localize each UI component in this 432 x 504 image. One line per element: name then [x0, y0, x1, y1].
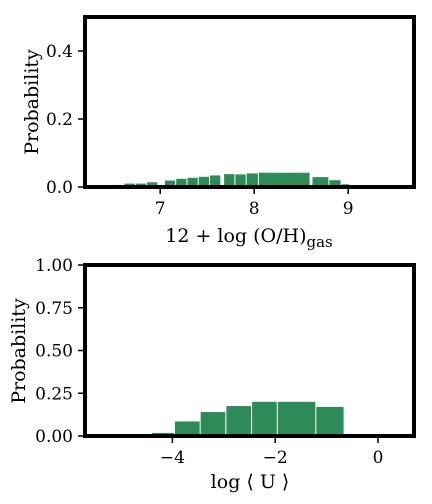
top-y-axis-label: Probability — [21, 49, 43, 155]
top-y-ticks: 0.0 0.2 0.4 — [46, 42, 83, 198]
bottom-histogram-bar-5 — [277, 401, 316, 436]
top-histogram-bars — [113, 172, 350, 187]
bottom-histogram-panel: −4 −2 0 0.00 0.25 0.50 0.75 1.00 log ⟨ U ⟩ Pro… — [8, 256, 416, 493]
bottom-x-tick-label-0: −4 — [160, 448, 185, 468]
top-y-tick-label-0: 0.0 — [46, 178, 73, 198]
bottom-histogram-bars — [151, 401, 344, 436]
bottom-histogram-bar-1 — [174, 421, 200, 436]
top-histogram-bar-6 — [187, 177, 198, 187]
bottom-y-tick-label-4: 1.00 — [35, 256, 73, 276]
top-x-axis-label: 12 + log (O/H)gas — [165, 225, 333, 251]
bottom-x-tick-label-2: 0 — [373, 448, 384, 468]
top-histogram-panel: 7 8 9 0.0 0.2 0.4 12 + log (O/H)gas Probabil… — [21, 15, 416, 251]
top-x-ticks: 7 8 9 — [155, 189, 354, 219]
bottom-x-axis-label: log ⟨ U ⟩ — [211, 471, 290, 493]
top-histogram-bar-13 — [312, 177, 329, 187]
bottom-histogram-bar-4 — [252, 401, 277, 436]
bottom-histogram-bar-6 — [316, 406, 344, 436]
bottom-y-axis-label: Probability — [8, 298, 30, 404]
bottom-histogram-bar-3 — [226, 406, 252, 436]
top-histogram-bar-9 — [224, 174, 235, 187]
top-histogram-bar-11 — [246, 173, 258, 187]
bottom-plot-frame — [83, 263, 416, 438]
top-histogram-bar-4 — [164, 180, 176, 187]
bottom-y-tick-label-2: 0.50 — [35, 342, 73, 362]
bottom-y-ticks: 0.00 0.25 0.50 0.75 1.00 — [35, 256, 83, 447]
top-histogram-bar-10 — [235, 174, 246, 187]
top-x-tick-label-1: 8 — [249, 199, 260, 219]
bottom-y-tick-label-1: 0.25 — [35, 384, 73, 404]
top-plot-frame — [83, 15, 416, 189]
top-y-tick-label-2: 0.4 — [46, 42, 73, 62]
bottom-y-tick-label-3: 0.75 — [35, 299, 73, 319]
bottom-y-tick-label-0: 0.00 — [35, 427, 73, 447]
top-histogram-bar-8 — [210, 175, 221, 187]
bottom-x-ticks: −4 −2 0 — [160, 438, 384, 468]
top-x-tick-label-2: 9 — [343, 199, 354, 219]
top-histogram-bar-3 — [147, 182, 158, 187]
top-histogram-bar-7 — [198, 176, 210, 187]
top-histogram-bar-14 — [329, 180, 341, 187]
bottom-histogram-bar-2 — [200, 412, 226, 436]
top-x-tick-label-0: 7 — [155, 199, 166, 219]
bottom-x-tick-label-1: −2 — [263, 448, 288, 468]
top-y-tick-label-1: 0.2 — [46, 110, 73, 130]
top-histogram-bar-12 — [258, 172, 310, 187]
top-histogram-bar-5 — [176, 178, 187, 187]
